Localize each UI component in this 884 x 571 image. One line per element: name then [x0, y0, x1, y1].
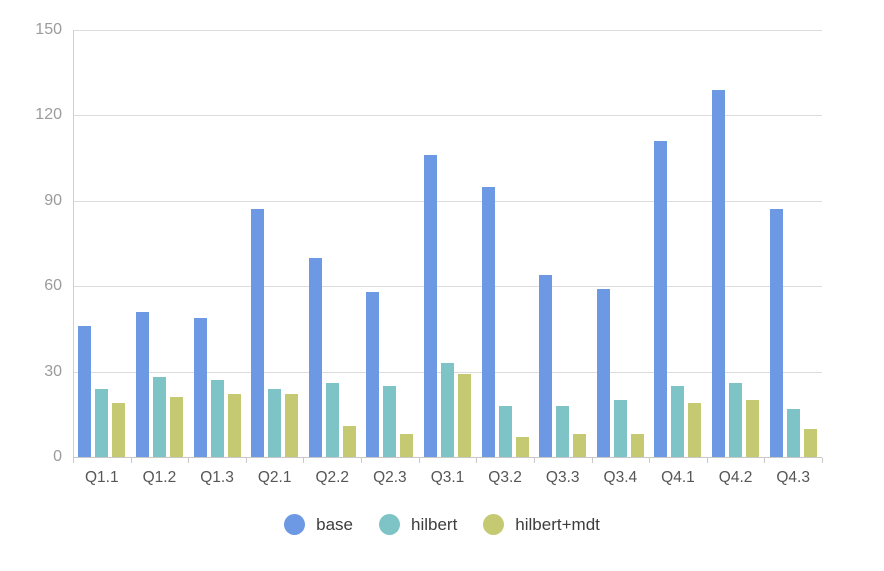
bar-hilbert-Q1.1[interactable]	[95, 388, 109, 457]
x-tick-label-Q1.2: Q1.2	[142, 469, 177, 486]
bar-hilbert-Q3.1[interactable]	[441, 363, 454, 457]
legend-marker-icon	[483, 514, 505, 535]
bar-base-Q3.3[interactable]	[539, 274, 553, 457]
bar-hilbert-Q3.2[interactable]	[498, 405, 512, 457]
bar-hilbert+mdt-Q3.1[interactable]	[458, 374, 471, 457]
bar-base-Q1.2[interactable]	[135, 311, 149, 457]
bar-hilbert-Q4.1[interactable]	[671, 385, 685, 457]
y-tick-label-150: 150	[35, 21, 62, 38]
y-tick-label-60: 60	[44, 277, 62, 295]
bar-base-Q4.2[interactable]	[712, 89, 726, 457]
x-tick-label-Q2.2: Q2.2	[315, 469, 350, 486]
x-axis-tick-mark	[361, 458, 363, 463]
x-tick-label-Q1.3: Q1.3	[200, 469, 234, 486]
bar-hilbert-Q2.3[interactable]	[383, 385, 397, 457]
bar-hilbert+mdt-Q4.3[interactable]	[803, 428, 817, 457]
chart-legend: base hilbert hilbert+mdt	[0, 514, 884, 535]
y-tick-label-0: 0	[53, 448, 62, 465]
legend-marker-icon	[284, 514, 306, 535]
bar-hilbert-Q1.2[interactable]	[152, 377, 166, 457]
bar-base-Q1.1[interactable]	[78, 326, 92, 457]
x-axis-tick-mark	[706, 458, 708, 463]
y-tick-label-120: 120	[35, 106, 62, 124]
bar-hilbert-Q2.2[interactable]	[325, 382, 339, 457]
legend-item-hilbert[interactable]: hilbert	[378, 514, 458, 535]
x-axis-tick-mark	[764, 458, 766, 463]
x-axis-tick-mark	[245, 458, 247, 463]
x-tick-label-Q4.3: Q4.3	[776, 469, 810, 486]
bar-hilbert+mdt-Q3.4[interactable]	[630, 434, 644, 457]
bar-hilbert+mdt-Q4.1[interactable]	[688, 402, 702, 457]
x-axis-tick-mark	[188, 458, 190, 463]
bar-base-Q2.1[interactable]	[251, 209, 265, 457]
bar-hilbert-Q2.1[interactable]	[268, 388, 282, 457]
x-axis-tick-mark	[591, 458, 593, 463]
x-tick-label-Q3.1: Q3.1	[430, 469, 465, 486]
bar-hilbert-Q4.3[interactable]	[786, 408, 800, 457]
bar-hilbert-Q3.3[interactable]	[556, 405, 570, 457]
bar-base-Q1.3[interactable]	[193, 317, 207, 457]
bar-hilbert+mdt-Q3.3[interactable]	[573, 434, 587, 457]
bar-base-Q3.1[interactable]	[424, 155, 437, 457]
bar-hilbert-Q3.4[interactable]	[613, 400, 627, 457]
bar-base-Q4.3[interactable]	[769, 209, 783, 457]
x-axis-tick-mark	[130, 458, 132, 463]
bar-hilbert+mdt-Q2.2[interactable]	[342, 425, 356, 457]
x-axis-tick-mark	[418, 458, 420, 463]
legend-item-hilbert-mdt[interactable]: hilbert+mdt	[483, 514, 600, 535]
x-axis-tick-mark	[533, 458, 535, 463]
bar-hilbert+mdt-Q1.1[interactable]	[112, 402, 126, 457]
bar-hilbert+mdt-Q3.2[interactable]	[515, 437, 529, 457]
x-axis-tick-mark	[73, 458, 74, 463]
legend-label: hilbert+mdt	[515, 514, 600, 534]
x-axis-tick-mark	[476, 458, 478, 463]
bar-base-Q3.2[interactable]	[481, 186, 495, 457]
gridline-y-90	[73, 200, 822, 202]
x-tick-label-Q3.4: Q3.4	[603, 469, 638, 486]
gridline-y-150	[73, 30, 822, 31]
x-axis-tick-mark	[649, 458, 651, 463]
y-axis-line	[73, 30, 74, 457]
bar-hilbert+mdt-Q4.2[interactable]	[746, 400, 760, 457]
x-axis-tick-mark	[822, 458, 823, 463]
x-tick-label-Q3.2: Q3.2	[488, 469, 522, 486]
bar-base-Q3.4[interactable]	[596, 289, 610, 457]
legend-item-base[interactable]: base	[284, 514, 353, 535]
gridline-y-120	[73, 115, 822, 117]
bar-hilbert-Q1.3[interactable]	[210, 380, 224, 457]
legend-marker-icon	[378, 514, 400, 535]
y-tick-label-90: 90	[44, 191, 62, 209]
x-axis-tick-mark	[303, 458, 305, 463]
bar-hilbert+mdt-Q1.2[interactable]	[169, 397, 183, 457]
x-tick-label-Q2.1: Q2.1	[257, 469, 292, 486]
bar-hilbert+mdt-Q1.3[interactable]	[227, 394, 241, 457]
x-tick-label-Q4.2: Q4.2	[718, 469, 753, 486]
legend-label: hilbert	[410, 514, 458, 534]
gridline-y-0	[73, 457, 822, 458]
y-tick-label-30: 30	[44, 362, 62, 380]
bar-hilbert+mdt-Q2.1[interactable]	[285, 394, 299, 457]
bar-base-Q2.2[interactable]	[308, 257, 322, 457]
x-tick-label-Q2.3: Q2.3	[373, 469, 407, 486]
bar-base-Q4.1[interactable]	[654, 141, 668, 457]
legend-label: base	[316, 514, 353, 534]
bar-hilbert+mdt-Q2.3[interactable]	[400, 434, 414, 457]
bar-hilbert-Q4.2[interactable]	[729, 382, 743, 457]
x-tick-label-Q3.3: Q3.3	[545, 469, 580, 486]
gridline-y-60	[73, 286, 822, 288]
x-tick-label-Q1.1: Q1.1	[85, 469, 119, 486]
bar-base-Q2.3[interactable]	[366, 291, 380, 457]
x-tick-label-Q4.1: Q4.1	[661, 469, 695, 486]
